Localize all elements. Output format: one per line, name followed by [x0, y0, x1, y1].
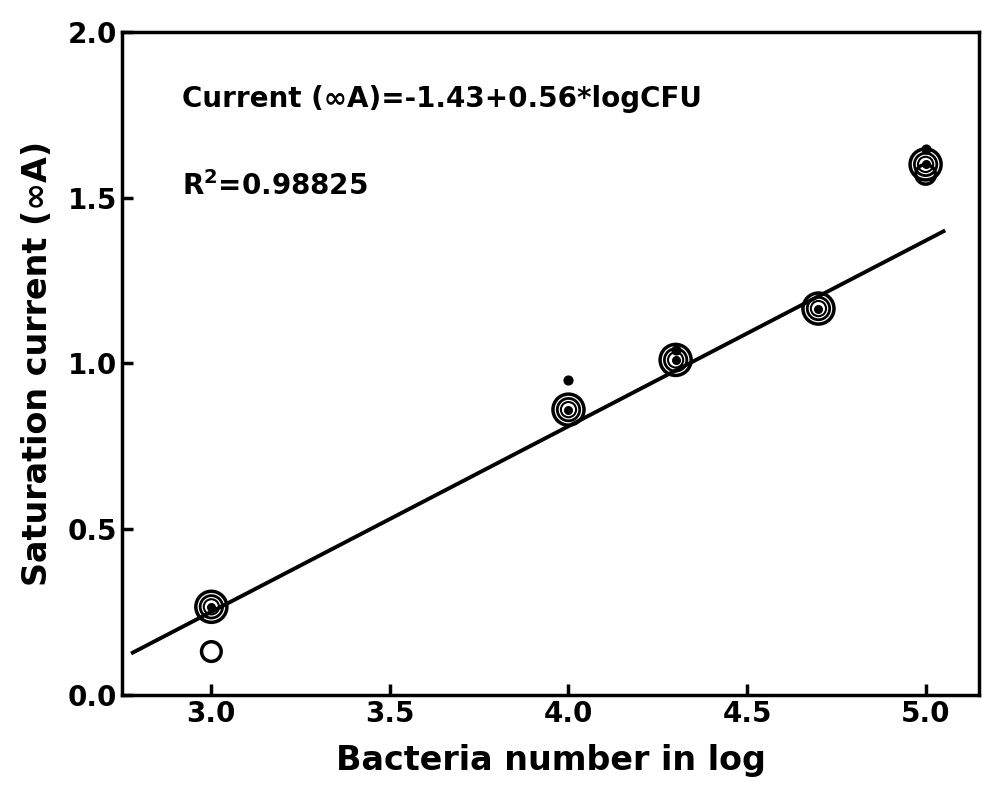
- Point: [560, 403, 576, 416]
- Point: [203, 600, 219, 613]
- Point: [918, 158, 934, 171]
- Point: [203, 600, 219, 613]
- Point: [203, 600, 219, 613]
- Point: [668, 354, 684, 366]
- Point: [810, 302, 826, 315]
- Point: [918, 143, 934, 156]
- Point: [203, 600, 219, 613]
- Point: [668, 354, 684, 366]
- Point: [560, 403, 576, 416]
- Point: [810, 302, 826, 315]
- Point: [668, 354, 684, 366]
- Y-axis label: Saturation current (∞A): Saturation current (∞A): [21, 140, 54, 586]
- Point: [918, 168, 934, 180]
- Point: [203, 645, 219, 658]
- Point: [668, 354, 684, 366]
- Point: [918, 158, 934, 171]
- Point: [560, 373, 576, 386]
- Point: [560, 403, 576, 416]
- Point: [810, 302, 826, 315]
- Point: [668, 344, 684, 357]
- Point: [918, 158, 934, 171]
- X-axis label: Bacteria number in log: Bacteria number in log: [336, 745, 766, 777]
- Text: Current (∞A)=-1.43+0.56*logCFU: Current (∞A)=-1.43+0.56*logCFU: [182, 85, 702, 113]
- Point: [560, 403, 576, 416]
- Text: $\mathbf{R^2}$=0.98825: $\mathbf{R^2}$=0.98825: [182, 171, 368, 201]
- Point: [918, 158, 934, 171]
- Point: [810, 302, 826, 315]
